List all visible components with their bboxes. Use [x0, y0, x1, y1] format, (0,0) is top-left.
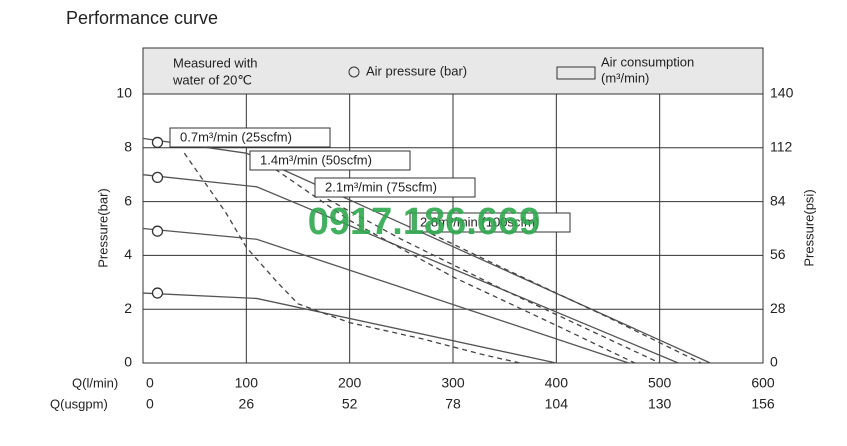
watermark: 0917.186.669	[308, 201, 540, 243]
y2-tick-label: 84	[770, 192, 786, 208]
curve-label-box	[409, 212, 571, 233]
y2-tick-label: 28	[770, 300, 786, 316]
x-tick-label: 100	[235, 375, 259, 391]
pressure-curve	[142, 137, 711, 364]
header-box	[142, 47, 764, 95]
legend-text: Air pressure (bar)	[366, 63, 467, 78]
x-tick-label: 500	[648, 375, 672, 391]
x2-tick-label: 0	[146, 396, 154, 412]
x-tick-label: 300	[441, 375, 465, 391]
y-label: Pressure(bar)	[95, 188, 110, 267]
y-tick-label: 8	[124, 139, 132, 155]
air-consumption-curve	[183, 152, 521, 364]
curve-label: 1.4m³/min (50scfm)	[260, 152, 372, 167]
curve-label: 0.7m³/min (25scfm)	[180, 129, 292, 144]
x2-tick-label: 156	[751, 396, 775, 412]
x2-tick-label: 130	[648, 396, 672, 412]
air-consumption-curve	[319, 194, 660, 364]
y2-tick-label: 140	[770, 85, 794, 101]
y-tick-label: 2	[124, 300, 132, 316]
curve-label-box	[249, 150, 411, 171]
y2-label: Pressure(psi)	[801, 189, 816, 266]
legend-marker	[348, 66, 360, 78]
x-tick-label: 600	[751, 375, 775, 391]
x-tick-label: 0	[146, 375, 154, 391]
y-tick-label: 6	[124, 192, 132, 208]
air-pressure-marker	[151, 287, 164, 299]
x-tick-label: 400	[545, 375, 569, 391]
air-pressure-marker	[151, 171, 164, 184]
legend-box	[556, 66, 596, 80]
x2-tick-label: 26	[239, 396, 255, 412]
air-consumption-curve	[414, 225, 702, 364]
x2-label: Q(usgpm)	[50, 396, 108, 411]
curve-label-box	[314, 177, 476, 198]
y-tick-label: 10	[116, 85, 132, 101]
pressure-curve	[142, 174, 679, 364]
x-label: Q(l/min)	[72, 375, 118, 390]
legend-text: Air consumption	[601, 54, 694, 69]
pressure-curve	[142, 227, 629, 364]
air-consumption-curve	[274, 168, 636, 364]
y-tick-label: 4	[124, 246, 132, 262]
y2-tick-label: 0	[770, 354, 778, 370]
header-note: water of 20℃	[172, 72, 252, 87]
pressure-curve	[142, 292, 557, 364]
legend-text: (m³/min)	[601, 70, 649, 85]
air-pressure-marker	[151, 225, 164, 237]
x2-tick-label: 78	[445, 396, 461, 412]
y2-tick-label: 56	[770, 246, 786, 262]
y-tick-label: 0	[124, 354, 132, 370]
header-note: Measured with	[173, 55, 258, 70]
curve-label: 2.1m³/min (75scfm)	[325, 179, 437, 194]
chart-title: Performance curve	[66, 8, 218, 28]
curve-label-box	[169, 127, 331, 148]
x-tick-label: 200	[338, 375, 362, 391]
x2-tick-label: 52	[342, 396, 358, 412]
curve-label: 2.8m³/min (100scfm)	[420, 214, 539, 229]
y2-tick-label: 112	[770, 139, 793, 155]
air-pressure-marker	[151, 136, 164, 149]
x2-tick-label: 104	[545, 396, 569, 412]
